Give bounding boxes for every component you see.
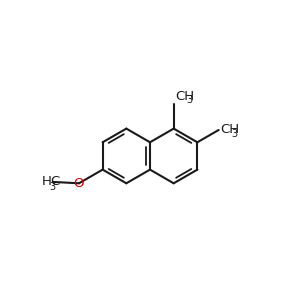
Text: H: H — [42, 176, 52, 188]
Text: O: O — [74, 177, 84, 190]
Text: CH: CH — [175, 89, 194, 103]
Text: 3: 3 — [232, 129, 238, 139]
Text: 3: 3 — [49, 182, 56, 192]
Text: C: C — [50, 176, 59, 188]
Text: CH: CH — [220, 124, 239, 136]
Text: 3: 3 — [187, 95, 193, 106]
